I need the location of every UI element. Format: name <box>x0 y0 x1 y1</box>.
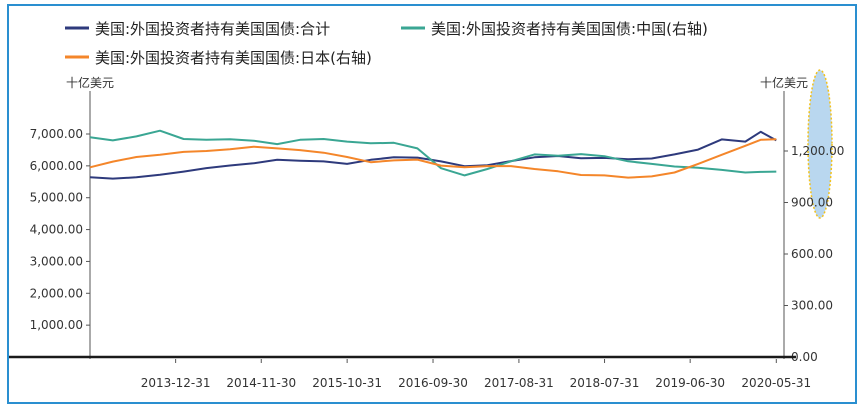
y-left-tick-label: 6,000.00 <box>30 159 83 173</box>
y-right-tick-label: 300.00 <box>791 299 833 313</box>
y-left-tick-label: 3,000.00 <box>30 254 83 268</box>
y-right-unit-label: 十亿美元 <box>760 75 808 90</box>
series-line-1 <box>89 130 777 180</box>
y-left-tick-label: 5,000.00 <box>30 191 83 205</box>
x-tick-label: 2014-11-30 <box>226 376 296 390</box>
y-right-tick-label: 600.00 <box>791 247 833 261</box>
y-left-tick-label: 1,000.00 <box>30 318 83 332</box>
y-left-tick-label: 7,000.00 <box>30 127 83 141</box>
legend-label: 美国:外国投资者持有美国国债:日本(右轴) <box>95 49 372 67</box>
x-tick-label: 2018-07-31 <box>570 376 640 390</box>
x-tick-label: 2019-06-30 <box>655 376 725 390</box>
legend-label: 美国:外国投资者持有美国国债:中国(右轴) <box>431 20 708 38</box>
chart-svg: 美国:外国投资者持有美国国债:合计 美国:外国投资者持有美国国债:中国(右轴) 美国… <box>9 20 844 390</box>
series-line-2 <box>89 129 777 177</box>
x-tick-label: 2015-10-31 <box>312 376 382 390</box>
chart-frame: 美国:外国投资者持有美国国债:合计 美国:外国投资者持有美国国债:中国(右轴) 美国… <box>7 4 857 404</box>
y-right-tick-label: 900.00 <box>791 196 833 210</box>
x-tick-label: 2013-12-31 <box>141 376 211 390</box>
x-tick-label: 2020-05-31 <box>741 376 811 390</box>
highlight-ellipse <box>807 69 833 219</box>
y-right-tick-label: 1,200.00 <box>791 144 844 158</box>
y-left-unit-label: 十亿美元 <box>66 75 114 90</box>
x-tick-label: 2016-09-30 <box>398 376 468 390</box>
y-left-tick-label: 4,000.00 <box>30 223 83 237</box>
y-right-tick-label: 0.00 <box>791 350 818 364</box>
legend-label: 美国:外国投资者持有美国国债:合计 <box>95 20 330 38</box>
y-left-tick-label: 2,000.00 <box>30 286 83 300</box>
series-line-3 <box>89 138 777 179</box>
x-tick-label: 2017-08-31 <box>484 376 554 390</box>
